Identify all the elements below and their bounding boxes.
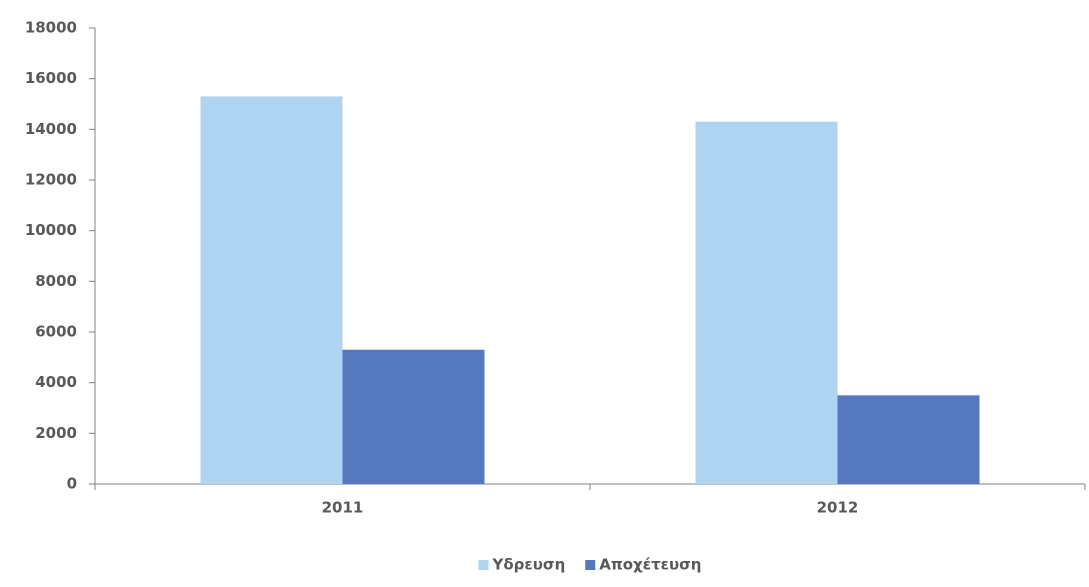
y-tick-label: 2000	[35, 424, 77, 442]
bar	[695, 121, 838, 484]
y-tick-label: 18000	[25, 19, 77, 37]
legend-label: Υδρευση	[492, 556, 566, 574]
y-tick-label: 8000	[35, 272, 77, 290]
y-tick-label: 4000	[35, 373, 77, 391]
legend-swatch	[585, 560, 596, 570]
y-tick-label: 6000	[35, 323, 77, 341]
y-tick-label: 16000	[25, 69, 77, 87]
x-tick-label: 2011	[322, 499, 364, 517]
y-tick-label: 0	[67, 475, 77, 493]
legend-label: Αποχέτευση	[599, 556, 701, 574]
y-tick-label: 12000	[25, 171, 77, 189]
legend-swatch	[478, 560, 489, 570]
bar	[342, 349, 485, 484]
bar	[200, 96, 343, 485]
bar	[837, 395, 980, 484]
y-tick-label: 10000	[25, 221, 77, 239]
x-tick-label: 2012	[817, 499, 859, 517]
y-tick-label: 14000	[25, 120, 77, 138]
